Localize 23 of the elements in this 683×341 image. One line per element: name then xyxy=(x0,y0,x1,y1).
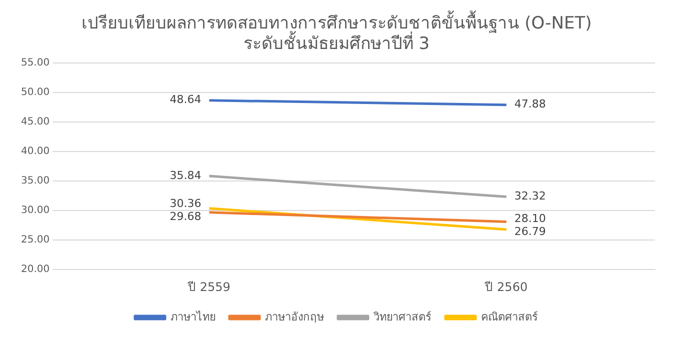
data-label: 29.68 xyxy=(170,210,202,223)
y-tick-label: 50.00 xyxy=(20,86,50,98)
data-label: 48.64 xyxy=(170,93,202,106)
data-label: 35.84 xyxy=(170,168,202,182)
data-label: 47.88 xyxy=(514,98,546,111)
x-tick-label: ปี 2559 xyxy=(187,280,230,294)
legend-label: ภาษาอังกฤษ xyxy=(265,310,324,324)
legend-label: วิทยาศาสตร์ xyxy=(372,310,432,324)
legend-label: ภาษาไทย xyxy=(170,310,216,324)
data-label: 26.79 xyxy=(514,224,546,238)
y-tick-label: 45.00 xyxy=(20,116,50,128)
data-label: 28.10 xyxy=(514,212,546,225)
y-tick-label: 55.00 xyxy=(20,57,50,68)
data-label: 30.36 xyxy=(170,196,202,210)
y-tick-label: 20.00 xyxy=(20,264,50,276)
chart-title: เปรียบเทียบผลการทดสอบทางการศึกษาระดับชาติขั้นพื้นฐาน (O-NET) ระดับชั้นมัธยมศึกษาปีที่ 3 xyxy=(81,10,592,54)
y-tick-label: 30.00 xyxy=(20,205,50,216)
y-tick-label: 25.00 xyxy=(20,234,50,246)
legend-label: คณิตศาสตร์ xyxy=(481,310,538,324)
data-label: 32.32 xyxy=(514,190,546,203)
y-tick-label: 40.00 xyxy=(20,146,50,158)
y-tick-label: 35.00 xyxy=(20,176,50,187)
x-tick-label: ปี 2560 xyxy=(484,280,528,294)
